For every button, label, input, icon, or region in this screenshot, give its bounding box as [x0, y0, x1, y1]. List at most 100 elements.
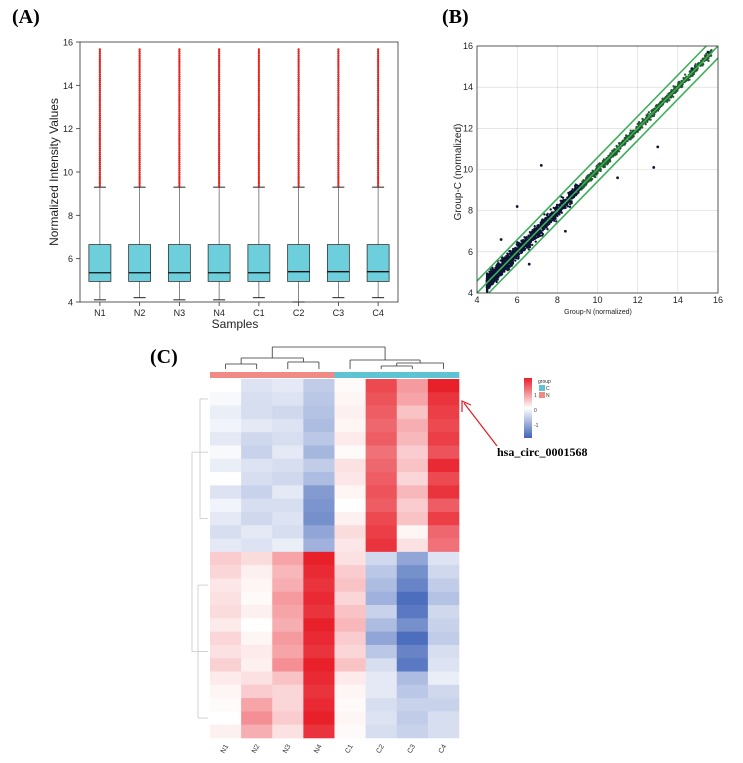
heatmap-cell: [427, 511, 460, 526]
outlier-point: [297, 176, 300, 180]
outlier-point: [376, 65, 380, 69]
outlier-point: [376, 102, 380, 106]
outlier-point: [297, 114, 300, 117]
outlier-point: [257, 153, 261, 156]
heatmap-cell: [396, 551, 429, 566]
heatmap-cell: [396, 658, 429, 672]
outlier-point: [257, 126, 261, 129]
outlier-point: [376, 79, 380, 82]
outlier-point: [337, 108, 340, 111]
heatmap-cell: [334, 418, 366, 433]
heatmap-cell: [396, 618, 429, 632]
outlier-point: [257, 147, 261, 150]
outlier-point: [98, 126, 102, 129]
outlier-point: [297, 71, 300, 74]
outlier-point: [297, 120, 300, 123]
outlier-point: [337, 171, 340, 174]
outlier-point: [297, 69, 300, 72]
outlier-point: [376, 124, 380, 127]
outlier-point: [178, 110, 181, 113]
outlier-point: [138, 176, 141, 180]
outlier-point: [178, 130, 181, 133]
outlier-point: [297, 61, 300, 65]
heatmap-cell: [365, 418, 398, 433]
outlier-point: [297, 147, 300, 150]
heatmap-column-label: N2: [251, 743, 262, 754]
outlier-point: [376, 104, 380, 108]
outlier-point: [217, 67, 221, 71]
outlier-point: [376, 112, 380, 115]
outlier-point: [217, 143, 221, 147]
outlier-point: [138, 56, 141, 59]
outlier-point: [217, 163, 221, 166]
outlier-point: [337, 137, 340, 141]
outlier-point: [178, 145, 181, 149]
outlier-point: [297, 171, 300, 174]
outlier-point: [297, 50, 300, 53]
outlier-point: [138, 67, 141, 71]
heatmap-cell: [272, 565, 304, 579]
heatmap-cell: [303, 671, 335, 686]
heatmap-cell: [365, 605, 398, 619]
outlier-point: [257, 73, 261, 76]
heatmap-cell: [396, 711, 429, 726]
heatmap-cell: [334, 671, 366, 686]
outlier-point: [217, 95, 221, 98]
heatmap-column-label: C2: [375, 743, 386, 754]
heatmap-cell: [272, 511, 304, 526]
outlier-point: [257, 132, 261, 135]
outlier-point: [138, 73, 141, 76]
heatmap-cell: [334, 698, 366, 712]
outlier-point: [138, 174, 141, 178]
heatmap-cell: [427, 458, 460, 473]
outlier-point: [297, 118, 300, 121]
heatmap-cell: [241, 565, 273, 579]
outlier-point: [138, 128, 141, 131]
outlier-point: [138, 173, 141, 176]
heatmap-cell: [427, 605, 460, 619]
outlier-point: [257, 85, 261, 88]
outlier-point: [178, 71, 181, 74]
outlier-point: [138, 159, 141, 162]
heatmap-cell: [303, 698, 335, 712]
outlier-point: [178, 85, 181, 88]
outlier-point: [138, 48, 141, 51]
heatmap-cell: [303, 644, 335, 659]
heatmap-cell: [396, 472, 429, 486]
outlier-point: [376, 159, 380, 162]
outlier-point: [138, 165, 141, 168]
heatmap-cell: [272, 418, 304, 433]
outlier-point: [178, 141, 181, 145]
scatter-y-label: Group-C (normalized): [453, 124, 464, 221]
outlier-point: [376, 169, 380, 172]
outlier-point: [337, 63, 340, 67]
heatmap-cell: [396, 644, 429, 659]
outlier-point: [257, 93, 261, 96]
outlier-point: [337, 57, 340, 61]
outlier-point: [217, 48, 221, 51]
heatmap-cell: [272, 591, 304, 606]
outlier-point: [138, 157, 141, 160]
outlier-point: [376, 151, 380, 154]
outlier-point: [98, 108, 102, 111]
outlier-point: [217, 102, 221, 106]
outlier-point: [337, 102, 340, 106]
heatmap-cell: [427, 472, 460, 486]
outlier-point: [98, 50, 102, 53]
outlier-point: [376, 110, 380, 113]
heatmap-cell: [334, 684, 366, 699]
heatmap-cell: [427, 724, 460, 739]
outlier-point: [178, 54, 181, 57]
outlier-point: [178, 174, 181, 178]
outlier-point: [138, 139, 141, 143]
outlier-point: [376, 81, 380, 84]
heatmap-cell: [241, 379, 273, 393]
outlier-point: [138, 110, 141, 113]
outlier-point: [217, 184, 221, 188]
outlier-point: [337, 85, 340, 88]
outlier-point: [138, 182, 141, 186]
heatmap-cell: [210, 724, 242, 739]
outlier-point: [217, 65, 221, 69]
heatmap-cell: [272, 498, 304, 513]
